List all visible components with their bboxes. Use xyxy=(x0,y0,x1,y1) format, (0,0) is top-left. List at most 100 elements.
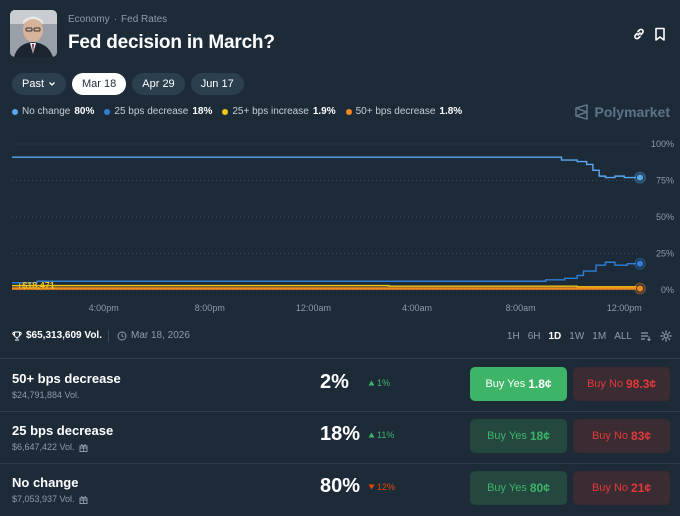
page-title: Fed decision in March? xyxy=(68,32,275,53)
legend-label: No change xyxy=(22,106,71,117)
buy-yes-price: 1.8¢ xyxy=(528,377,552,391)
triangle-down-icon xyxy=(368,484,375,490)
range-1d[interactable]: 1D xyxy=(548,330,562,342)
stats-row: $65,313,609 Vol. Mar 18, 2026 1H 6H 1D 1… xyxy=(12,330,672,344)
buy-no-label: Buy No xyxy=(586,378,624,390)
tab-past-label: Past xyxy=(22,78,45,90)
buy-no-price: 21¢ xyxy=(631,481,652,495)
outcome-name: 25 bps decrease xyxy=(12,423,114,438)
legend-label: 25 bps decrease xyxy=(114,106,189,117)
outcome-volume-text: $7,053,937 Vol. xyxy=(12,494,75,504)
legend-50-plus-bps-decrease: 50+ bps decrease 1.8% xyxy=(345,106,463,117)
settings-gear-icon[interactable] xyxy=(660,330,672,342)
tab-past[interactable]: Past xyxy=(12,73,67,95)
x-tick-label: 8:00pm xyxy=(195,303,225,313)
outcome-probability: 18% xyxy=(320,423,361,445)
buy-yes-label: Buy Yes xyxy=(485,378,526,390)
legend-dot xyxy=(222,108,229,115)
breadcrumb: Economy · Fed Rates xyxy=(68,14,168,25)
bookmark-icon[interactable] xyxy=(652,26,668,42)
chart-legend: No change 80% 25 bps decrease 18% 25+ bp… xyxy=(12,106,462,117)
outcome-probability: 2% xyxy=(320,371,349,393)
tab-jun-17[interactable]: Jun 17 xyxy=(190,73,244,95)
x-tick-label: 4:00pm xyxy=(89,303,119,313)
outcome-change: 12% xyxy=(368,482,395,492)
range-1h[interactable]: 1H xyxy=(506,330,520,342)
legend-value: 1.8% xyxy=(439,106,463,117)
legend-value: 80% xyxy=(74,106,95,117)
buy-no-button[interactable]: Buy No 98.3¢ xyxy=(573,367,670,401)
y-tick-label: 75% xyxy=(656,176,674,186)
legend-dot xyxy=(12,108,18,115)
clock-icon xyxy=(117,331,127,340)
series-endpoint xyxy=(636,284,644,293)
x-tick-label: 12:00am xyxy=(296,303,331,313)
total-volume-text: $65,313,609 Vol. xyxy=(26,330,102,341)
x-tick-label: 8:00am xyxy=(506,303,536,313)
trophy-icon xyxy=(12,330,22,341)
outcome-volume: $7,053,937 Vol. xyxy=(12,494,88,504)
resolution-date: Mar 18, 2026 xyxy=(117,330,190,341)
outcome-probability: 80% xyxy=(320,475,361,497)
legend-no-change: No change 80% xyxy=(12,106,94,117)
divider xyxy=(108,330,109,342)
legend-value: 1.9% xyxy=(312,106,336,117)
polymarket-logo-icon xyxy=(574,104,588,120)
buy-no-label: Buy No xyxy=(591,482,629,494)
outcome-change-text: 12% xyxy=(377,482,396,492)
link-icon[interactable] xyxy=(631,26,647,42)
chart-annotation: +$18,471 xyxy=(17,281,55,291)
outcome-volume: $6,647,422 Vol. xyxy=(12,442,88,452)
market-header: Economy · Fed Rates Fed decision in March? xyxy=(10,10,670,62)
buy-yes-price: 18¢ xyxy=(529,429,550,443)
buy-no-button[interactable]: Buy No 83¢ xyxy=(573,419,670,453)
triangle-up-icon xyxy=(368,432,375,438)
gift-icon xyxy=(79,495,88,504)
divider xyxy=(0,463,680,464)
series-line-25-bps-increase xyxy=(12,284,641,288)
range-1w[interactable]: 1W xyxy=(569,330,585,342)
divider xyxy=(0,358,680,359)
legend-dot xyxy=(104,108,111,115)
total-volume: $65,313,609 Vol. xyxy=(12,330,102,341)
buy-no-label: Buy No xyxy=(591,430,629,442)
buy-yes-button[interactable]: Buy Yes 80¢ xyxy=(470,471,567,505)
series-endpoint xyxy=(636,173,644,182)
time-range-selector: 1H 6H 1D 1W 1M ALL xyxy=(507,330,672,342)
watermark-text: Polymarket xyxy=(594,104,670,120)
x-tick-label: 12:00pm xyxy=(607,303,642,313)
market-avatar xyxy=(10,10,57,57)
legend-25-bps-decrease: 25 bps decrease 18% xyxy=(104,106,212,117)
polymarket-watermark: Polymarket xyxy=(574,104,670,120)
series-endpoint xyxy=(636,259,644,268)
range-all[interactable]: ALL xyxy=(614,330,632,342)
buy-yes-button[interactable]: Buy Yes 18¢ xyxy=(470,419,567,453)
breadcrumb-fed-rates[interactable]: Fed Rates xyxy=(121,14,168,25)
y-tick-label: 25% xyxy=(656,249,674,259)
buy-no-button[interactable]: Buy No 21¢ xyxy=(573,471,670,505)
range-6h[interactable]: 6H xyxy=(527,330,541,342)
outcome-change: 11% xyxy=(368,430,394,440)
legend-dot xyxy=(345,108,352,115)
divider xyxy=(0,411,680,412)
gift-icon xyxy=(79,443,88,452)
chart-filter-icon[interactable] xyxy=(640,330,652,342)
outcome-change-text: 1% xyxy=(377,378,391,388)
buy-no-price: 98.3¢ xyxy=(626,377,657,391)
breadcrumb-economy[interactable]: Economy xyxy=(68,14,110,25)
outcome-row-25-bps-decrease: 25 bps decrease $6,647,422 Vol. 18% 11% … xyxy=(0,411,680,463)
probability-chart[interactable]: 100% 75% 50% 25% 0% 4:00pm 8:00pm 12:00am 4:00am… xyxy=(0,132,680,322)
range-1m[interactable]: 1M xyxy=(592,330,607,342)
series-line-25-bps-decrease xyxy=(12,261,640,284)
tab-mar-18[interactable]: Mar 18 xyxy=(72,73,127,95)
outcome-name: No change xyxy=(12,475,79,490)
tab-apr-29[interactable]: Apr 29 xyxy=(132,73,185,95)
date-tabs: Past Mar 18 Apr 29 Jun 17 xyxy=(12,73,244,95)
outcome-row-50-plus-bps-decrease: 50+ bps decrease $24,791,884 Vol. 2% 1% … xyxy=(0,359,680,411)
series-line-no-change xyxy=(12,156,640,179)
outcome-change-text: 11% xyxy=(377,430,395,440)
buy-yes-button[interactable]: Buy Yes 1.8¢ xyxy=(470,367,567,401)
legend-label: 25+ bps increase xyxy=(232,106,309,117)
buy-yes-label: Buy Yes xyxy=(487,482,527,494)
x-tick-label: 4:00am xyxy=(402,303,432,313)
